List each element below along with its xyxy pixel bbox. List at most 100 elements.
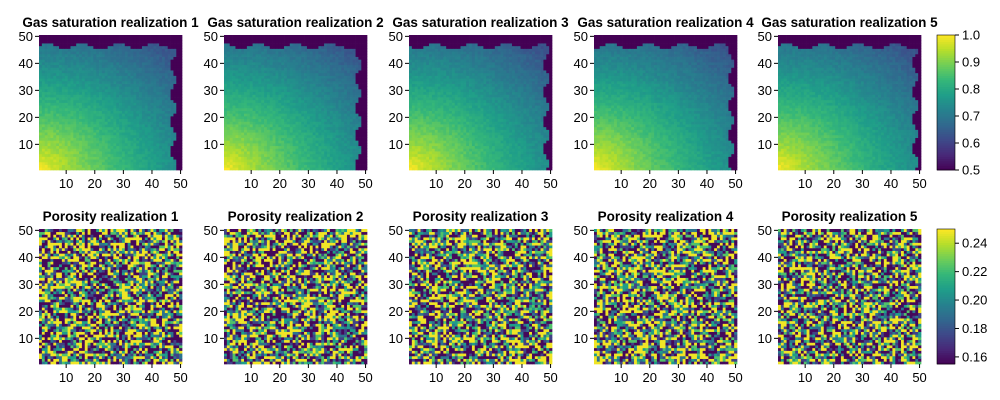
heatmap-cell — [324, 81, 327, 84]
heatmap-cell — [119, 165, 122, 168]
heatmap-cell — [42, 124, 45, 127]
heatmap-cell — [316, 70, 319, 73]
heatmap-cell — [233, 86, 236, 89]
heatmap-cell — [136, 108, 139, 111]
heatmap-cell — [287, 97, 290, 100]
heatmap-cell — [168, 40, 171, 43]
heatmap-cell — [361, 100, 364, 103]
heatmap-cell — [42, 92, 45, 95]
heatmap-cell — [162, 127, 165, 130]
heatmap-cell — [133, 151, 136, 154]
heatmap-cell — [142, 116, 145, 119]
heatmap-cell — [85, 89, 88, 92]
heatmap-cell — [42, 130, 45, 133]
heatmap-cell — [85, 108, 88, 111]
heatmap-cell — [224, 100, 227, 103]
heatmap-cell — [76, 159, 79, 162]
heatmap-cell — [318, 165, 321, 168]
heatmap-cell — [244, 81, 247, 84]
heatmap-cell — [353, 154, 356, 157]
heatmap-cell — [85, 97, 88, 100]
heatmap-cell — [156, 105, 159, 108]
heatmap-cell — [244, 62, 247, 65]
heatmap-cell — [82, 121, 85, 124]
heatmap-cell — [53, 65, 56, 68]
heatmap-cell — [142, 113, 145, 116]
heatmap-cell — [151, 103, 154, 106]
heatmap-cell — [88, 121, 91, 124]
heatmap-cell — [247, 132, 250, 135]
heatmap-cell — [258, 124, 261, 127]
heatmap-cell — [176, 40, 179, 43]
heatmap-cell — [125, 62, 128, 65]
heatmap-cell — [281, 148, 284, 151]
heatmap-cell — [39, 73, 42, 76]
heatmap-cell — [327, 162, 330, 165]
heatmap-cell — [119, 54, 122, 57]
heatmap-cell — [253, 94, 256, 97]
heatmap-cell — [330, 51, 333, 54]
heatmap-cell — [238, 162, 241, 165]
heatmap-cell — [59, 127, 62, 130]
heatmap-cell — [290, 65, 293, 68]
heatmap-cell — [316, 76, 319, 79]
heatmap-cell — [59, 92, 62, 95]
heatmap-cell — [350, 70, 353, 73]
heatmap-cell — [119, 138, 122, 141]
heatmap-cell — [151, 84, 154, 87]
heatmap-cell — [45, 67, 48, 70]
heatmap-cell — [125, 89, 128, 92]
heatmap-cell — [333, 132, 336, 135]
heatmap-cell — [90, 43, 93, 46]
heatmap-cell — [179, 138, 182, 141]
heatmap-cell — [48, 146, 51, 149]
heatmap-cell — [93, 148, 96, 151]
heatmap-cell — [50, 81, 53, 84]
heatmap-cell — [344, 84, 347, 87]
heatmap-cell — [356, 57, 359, 60]
heatmap-cell — [341, 146, 344, 149]
heatmap-cell — [165, 100, 168, 103]
heatmap-cell — [88, 167, 91, 170]
heatmap-cell — [353, 111, 356, 114]
heatmap-cell — [125, 76, 128, 79]
heatmap-cell — [327, 124, 330, 127]
heatmap-cell — [267, 116, 270, 119]
heatmap-cell — [179, 86, 182, 89]
heatmap-cell — [136, 92, 139, 95]
heatmap-cell — [136, 67, 139, 70]
heatmap-cell — [162, 78, 165, 81]
heatmap-cell — [275, 46, 278, 49]
heatmap-cell — [179, 100, 182, 103]
heatmap-cell — [145, 127, 148, 130]
heatmap-cell — [250, 65, 253, 68]
heatmap-cell — [68, 62, 71, 65]
heatmap-cell — [108, 51, 111, 54]
heatmap-cell — [59, 130, 62, 133]
heatmap-cell — [105, 46, 108, 49]
heatmap-cell — [244, 92, 247, 95]
heatmap-cell — [253, 151, 256, 154]
heatmap-cell — [313, 76, 316, 79]
heatmap-cell — [273, 76, 276, 79]
heatmap-cell — [364, 159, 367, 162]
heatmap-cell — [253, 130, 256, 133]
heatmap-cell — [42, 162, 45, 165]
heatmap-cell — [82, 143, 85, 146]
heatmap-cell — [45, 167, 48, 170]
heatmap-cell — [287, 94, 290, 97]
heatmap-cell — [122, 130, 125, 133]
heatmap-cell — [261, 89, 264, 92]
heatmap-cell — [45, 113, 48, 116]
heatmap-cell — [244, 111, 247, 114]
heatmap-cell — [125, 159, 128, 162]
heatmap-cell — [171, 105, 174, 108]
heatmap-cell — [76, 154, 79, 157]
heatmap-cell — [99, 108, 102, 111]
heatmap-cell — [93, 103, 96, 106]
heatmap-cell — [364, 167, 367, 170]
heatmap-cell — [270, 62, 273, 65]
heatmap-cell — [50, 140, 53, 143]
heatmap-cell — [179, 143, 182, 146]
heatmap-cell — [88, 46, 91, 49]
